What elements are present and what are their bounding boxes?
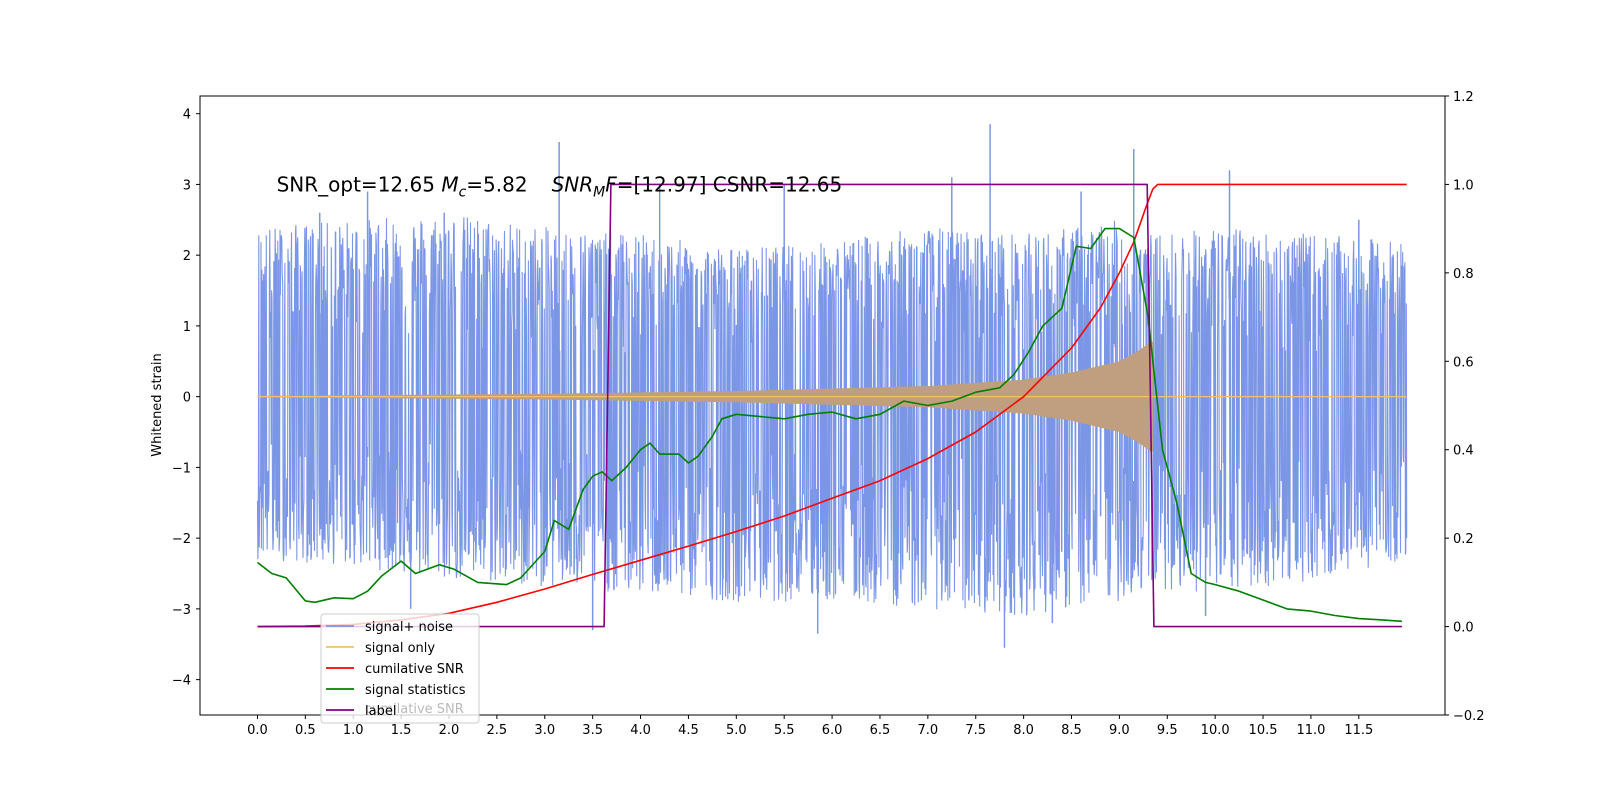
x-tick-label: 4.5 [678, 723, 699, 738]
x-tick-label: 11.0 [1296, 723, 1325, 738]
y2-tick-label: 0.2 [1453, 532, 1474, 547]
annotation-mc-sub: c [459, 184, 467, 200]
x-tick-label: 8.0 [1013, 723, 1034, 738]
x-tick-label: 7.5 [965, 723, 986, 738]
right-axis-series [257, 183, 1407, 628]
y-tick-label: 4 [183, 108, 191, 123]
y-tick-label: −2 [172, 532, 191, 547]
x-tick-label: 4.0 [630, 723, 651, 738]
x-tick-label: 3.0 [534, 723, 555, 738]
snr-annotation: SNR_opt=12.65 Mc=5.82 SNRMF=[12.97] CSNR=… [277, 172, 843, 200]
y-tick-label: −1 [172, 461, 191, 476]
signal-noise-series [256, 124, 1408, 648]
y-tick-label: 3 [183, 178, 191, 193]
annotation-snr-symbol2: F [605, 172, 617, 196]
legend-label: label [365, 704, 396, 719]
y-axis-right: −0.2 0.0 0.2 0.4 0.6 0.8 1.0 1.2 [1445, 90, 1485, 724]
y-tick-label: −3 [172, 603, 191, 618]
y-tick-label: 0 [183, 391, 191, 406]
x-tick-label: 0.0 [247, 723, 268, 738]
x-tick-label: 6.0 [822, 723, 843, 738]
legend: cumilative SNR signal+ noise signal only c… [320, 613, 480, 724]
x-tick-label: 11.5 [1344, 723, 1373, 738]
signal-noise-line [256, 217, 1408, 616]
x-tick-label: 8.5 [1061, 723, 1082, 738]
x-tick-label: 10.5 [1249, 723, 1278, 738]
legend-label: signal+ noise [365, 620, 453, 635]
y-tick-label: −4 [172, 674, 191, 689]
y-axis-title: Whitened strain [150, 353, 165, 456]
annotation-snr-sub: M [593, 184, 605, 200]
x-axis: 0.0 0.5 1.0 1.5 2.0 2.5 3.0 3.5 4.0 4.5 5.0 5.5 6.0 6… [247, 715, 1373, 738]
legend-frame [320, 613, 480, 724]
legend-label: signal only [365, 641, 435, 656]
x-tick-label: 7.0 [918, 723, 939, 738]
x-tick-label: 5.5 [774, 723, 795, 738]
x-tick-label: 9.5 [1157, 723, 1178, 738]
y-tick-label: 2 [183, 249, 191, 264]
signal-statistics-line [257, 227, 1402, 623]
y-axis-left: −4 −3 −2 −1 0 1 2 3 4 [172, 108, 200, 689]
label-line [257, 183, 1402, 628]
x-tick-label: 6.5 [870, 723, 891, 738]
annotation-mc-value: =5.82 [466, 172, 527, 196]
x-tick-label: 10.0 [1201, 723, 1230, 738]
y2-tick-label: 0.6 [1453, 355, 1474, 370]
annotation-snr-value: =[12.97] CSNR=12.65 [617, 172, 843, 196]
signal-only-series [257, 341, 1407, 452]
x-tick-label: 2.5 [487, 723, 508, 738]
x-tick-label: 9.0 [1109, 723, 1130, 738]
y2-tick-label: 0.8 [1453, 267, 1474, 282]
y-tick-label: 1 [183, 320, 191, 335]
x-tick-label: 1.0 [343, 723, 364, 738]
x-tick-label: 1.5 [391, 723, 412, 738]
legend-label: signal statistics [365, 683, 466, 698]
annotation-prefix: SNR_opt=12.65 [277, 172, 442, 196]
y2-tick-label: 1.2 [1453, 90, 1474, 105]
legend-label: cumilative SNR [365, 662, 464, 677]
x-tick-label: 0.5 [295, 723, 316, 738]
y2-tick-label: 0.4 [1453, 444, 1474, 459]
plot-frame [199, 95, 1446, 716]
x-tick-label: 3.5 [582, 723, 603, 738]
y2-tick-label: −0.2 [1453, 709, 1485, 724]
y2-tick-label: 0.0 [1453, 621, 1474, 636]
annotation-snr-symbol: SNR [552, 172, 594, 196]
x-tick-label: 5.0 [726, 723, 747, 738]
legend-overflow-text: cumilative SNR [365, 702, 464, 717]
y2-tick-label: 1.0 [1453, 178, 1474, 193]
annotation-mc-symbol: M [441, 172, 458, 196]
x-tick-label: 2.0 [439, 723, 460, 738]
